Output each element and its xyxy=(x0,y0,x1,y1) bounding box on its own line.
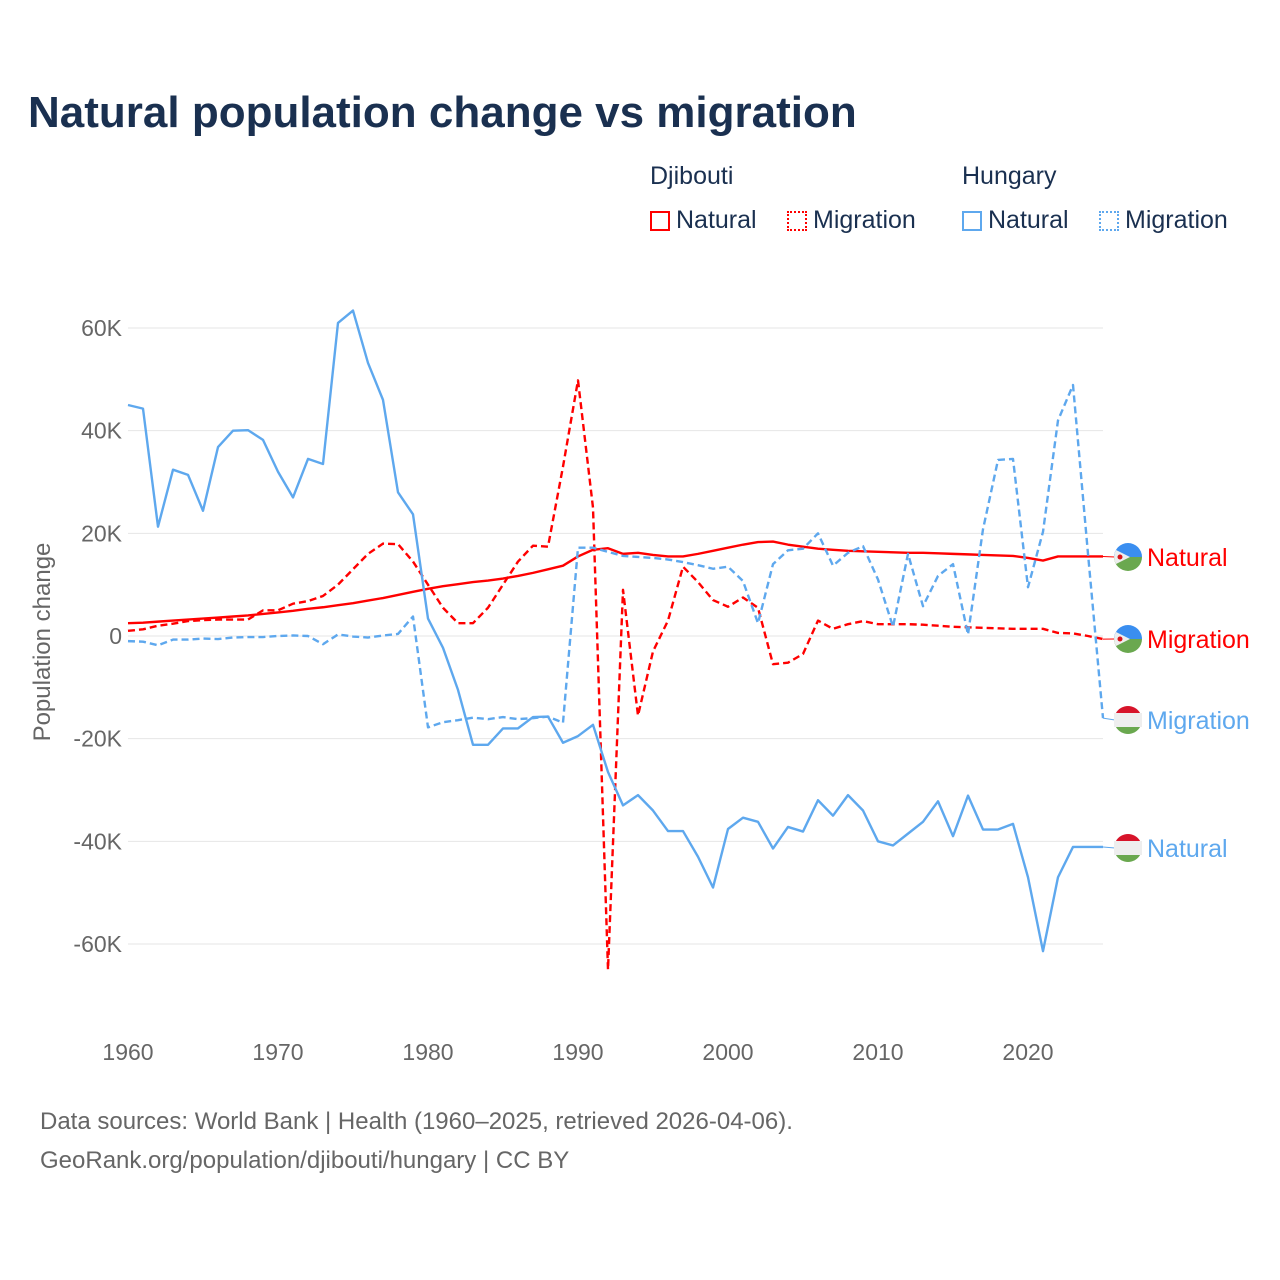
flag-stripe xyxy=(1115,706,1141,713)
legend-label: Migration xyxy=(813,206,916,234)
x-tick-label: 1990 xyxy=(552,1039,603,1065)
y-tick-label: 60K xyxy=(81,315,123,341)
legend-label: Natural xyxy=(988,206,1069,234)
end-label-connector xyxy=(1102,717,1116,721)
legend-group-hungary: Hungary xyxy=(962,162,1057,190)
x-tick-label: 2010 xyxy=(852,1039,903,1065)
y-tick-label: 20K xyxy=(81,520,123,546)
y-axis-label: Population change xyxy=(29,543,56,742)
legend-label: Natural xyxy=(676,206,757,234)
y-tick-label: 40K xyxy=(81,418,123,444)
x-tick-label: 2000 xyxy=(702,1039,753,1065)
y-tick-label: -20K xyxy=(73,726,122,752)
hungary-flag-icon xyxy=(1114,706,1142,734)
legend-djibouti-natural[interactable]: Natural xyxy=(650,206,757,235)
legend-group-djibouti: Djibouti xyxy=(650,162,734,190)
series-line-hungary-natural xyxy=(127,309,1103,953)
x-tick-label: 1960 xyxy=(102,1039,153,1065)
series-line-djibouti-migration xyxy=(127,379,1104,971)
flag-stripe xyxy=(1114,713,1142,727)
legend-swatch-dotted xyxy=(1099,210,1119,231)
chart-title: Natural population change vs migration xyxy=(28,88,857,137)
legend-swatch-solid xyxy=(650,210,670,231)
x-tick-label: 1970 xyxy=(252,1039,303,1065)
legend-hungary-migration[interactable]: Migration xyxy=(1099,206,1228,235)
y-tick-label: 0 xyxy=(109,623,122,649)
legend-label: Migration xyxy=(1125,206,1228,234)
djibouti-flag-icon xyxy=(1114,543,1142,571)
flag-stripe xyxy=(1115,855,1141,862)
flag-stripe xyxy=(1115,834,1141,841)
end-label: Natural xyxy=(1147,835,1228,863)
legend-hungary-natural[interactable]: Natural xyxy=(962,206,1069,235)
end-label: Migration xyxy=(1147,707,1250,735)
end-label: Natural xyxy=(1147,544,1228,572)
end-label-connector xyxy=(1102,555,1116,558)
hungary-flag-icon xyxy=(1114,834,1142,862)
source-line-1: Data sources: World Bank | Health (1960–… xyxy=(40,1108,793,1135)
legend-swatch-dotted xyxy=(787,210,807,231)
y-tick-label: -40K xyxy=(73,828,122,854)
legend-djibouti-migration[interactable]: Migration xyxy=(787,206,916,235)
flag-stripe xyxy=(1115,727,1141,734)
source-line-2[interactable]: GeoRank.org/population/djibouti/hungary … xyxy=(40,1147,570,1174)
end-label-connector xyxy=(1102,846,1116,849)
y-tick-label: -60K xyxy=(73,931,122,957)
djibouti-flag-icon xyxy=(1114,625,1142,653)
flag-stripe xyxy=(1114,841,1142,855)
flag-star xyxy=(1117,554,1123,560)
end-label: Migration xyxy=(1147,626,1250,654)
flag-star xyxy=(1117,636,1123,642)
x-tick-label: 1980 xyxy=(402,1039,453,1065)
legend-swatch-solid xyxy=(962,210,982,231)
series-line-hungary-migration xyxy=(127,383,1105,729)
series-line-djibouti-natural xyxy=(127,540,1103,625)
x-tick-label: 2020 xyxy=(1002,1039,1053,1065)
